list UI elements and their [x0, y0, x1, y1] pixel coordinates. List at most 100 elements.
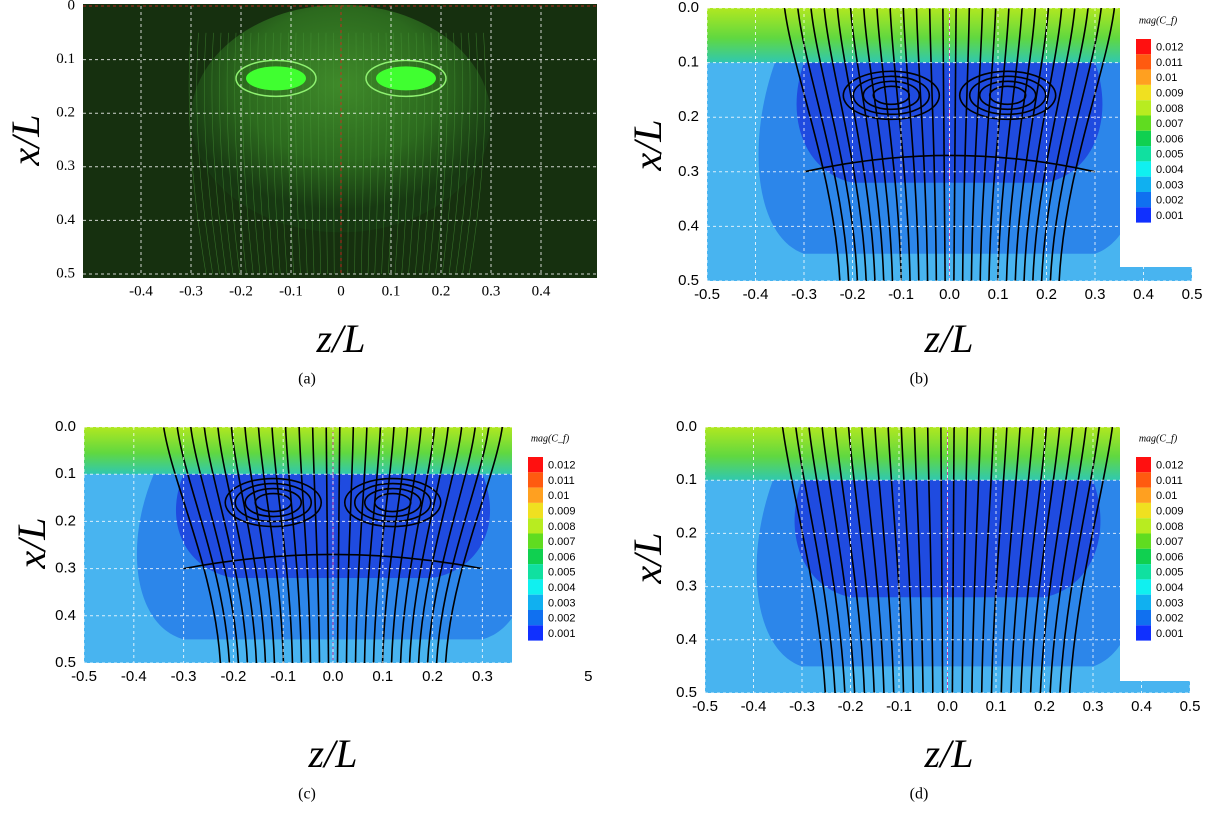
- colorbar-swatch: [1136, 100, 1151, 116]
- streamline: [970, 8, 984, 281]
- streamline: [390, 427, 422, 663]
- colorbar-label: 0.007: [548, 536, 576, 548]
- streamline: [1023, 8, 1063, 281]
- vortex-line: [958, 70, 1057, 121]
- y-tick-label: 0.4: [676, 631, 697, 648]
- colorbar-swatch: [1136, 161, 1151, 177]
- streamline: [926, 427, 934, 693]
- plot-area: [707, 8, 1192, 281]
- y-tick-label: 0.0: [678, 0, 699, 16]
- colorbar-swatch: [1136, 457, 1151, 473]
- streamline: [1058, 8, 1116, 281]
- streamline: [915, 8, 929, 281]
- colorbar-title: mag(C_f): [1139, 15, 1178, 26]
- y-tick-label: 0.5: [678, 272, 699, 289]
- y-axis-label: x/L: [3, 114, 48, 166]
- colorbar-swatch: [1136, 84, 1151, 101]
- x-tick-label: 0.1: [988, 286, 1009, 303]
- colorbar-swatch: [1136, 176, 1151, 192]
- colorbar-title: mag(C_f): [531, 433, 570, 444]
- colorbar-label: 0.007: [1156, 536, 1184, 548]
- x-tick-label: -0.4: [741, 698, 767, 715]
- colorbar-swatch: [1136, 115, 1151, 131]
- vortex-line: [234, 482, 313, 523]
- streamline: [862, 8, 894, 281]
- caption: (d): [910, 786, 929, 803]
- streamline: [1068, 427, 1114, 693]
- vortex-spot: [376, 66, 436, 91]
- streamline: [298, 427, 312, 663]
- colorbar-swatch: [528, 457, 543, 473]
- texture: [219, 32, 234, 275]
- y-tick-label: 0: [68, 0, 76, 13]
- x-tick-label: -0.3: [179, 283, 203, 299]
- texture: [468, 32, 486, 275]
- x-tick-label: 0.3: [482, 283, 501, 299]
- x-tick-label: 0.2: [1034, 698, 1055, 715]
- streamline: [189, 427, 240, 663]
- streamline: [284, 427, 303, 663]
- vortex-line: [343, 477, 442, 528]
- colorbar-swatch: [528, 548, 543, 565]
- colorbar-label: 0.008: [1156, 521, 1184, 533]
- texture: [333, 32, 335, 275]
- colorbar-swatch: [1136, 625, 1151, 641]
- y-tick-label: 0.5: [56, 265, 75, 281]
- colorbar-label: 0.011: [1156, 57, 1183, 69]
- y-tick-label: 0.4: [56, 212, 75, 228]
- colorbar-label: 0.004: [548, 582, 576, 594]
- x-tick-label: 0.2: [1036, 286, 1057, 303]
- texture: [462, 32, 478, 275]
- y-tick-label: 0.2: [676, 524, 697, 541]
- streamline: [1059, 427, 1101, 693]
- streamline: [1010, 427, 1035, 693]
- y-axis-label: x/L: [625, 532, 670, 584]
- colorbar-label: 0.008: [548, 521, 576, 533]
- streamline: [345, 427, 355, 663]
- streamline: [162, 427, 222, 663]
- colorbar-label: 0.011: [1156, 475, 1183, 487]
- colorbar-label: 0.005: [1156, 149, 1184, 161]
- colorbar-swatch: [528, 610, 543, 626]
- colorbar-label: 0.006: [548, 551, 576, 563]
- y-tick-label: 0.5: [55, 654, 76, 671]
- colorbar-swatch: [528, 472, 543, 488]
- colorbar-label: 0.01: [1156, 490, 1177, 502]
- vortex-line: [373, 492, 412, 513]
- vortex-line: [224, 477, 323, 528]
- colorbar-swatch: [528, 564, 543, 580]
- x-tick-label: 0.4: [1131, 698, 1152, 715]
- streamline: [942, 8, 946, 281]
- x-tick-label: -0.3: [791, 286, 817, 303]
- y-axis-label: x/L: [9, 517, 54, 569]
- streamline: [435, 427, 490, 663]
- streamline: [783, 8, 841, 281]
- y-tick-label: 0.0: [55, 418, 76, 435]
- streamline: [887, 427, 905, 693]
- colorbar-label: 0.006: [1156, 551, 1184, 563]
- texture: [387, 32, 395, 275]
- colorbar-swatch: [1136, 69, 1151, 85]
- colorbar-label: 0.002: [1156, 195, 1184, 207]
- streamline: [874, 427, 895, 693]
- streamline: [953, 8, 957, 281]
- streamline: [794, 427, 836, 693]
- vortex-line: [244, 487, 303, 518]
- x-tick-label: -0.2: [838, 698, 864, 715]
- streamline: [996, 8, 1023, 281]
- x-tick-label: 0.4: [532, 283, 551, 299]
- streamline: [889, 8, 911, 281]
- streamline: [990, 427, 1008, 693]
- colorbar-swatch: [1136, 130, 1151, 147]
- texture: [241, 32, 254, 275]
- texture: [441, 32, 456, 275]
- y-tick-label: 0.1: [56, 51, 75, 67]
- streamline: [1039, 427, 1074, 693]
- streamline: [781, 427, 827, 693]
- y-tick-label: 0.1: [678, 54, 699, 71]
- streamline: [336, 427, 341, 663]
- colorbar-swatch: [1136, 502, 1151, 519]
- colorbar-box: [1120, 5, 1195, 267]
- colorbar-label: 0.011: [548, 475, 575, 487]
- texture: [408, 32, 418, 275]
